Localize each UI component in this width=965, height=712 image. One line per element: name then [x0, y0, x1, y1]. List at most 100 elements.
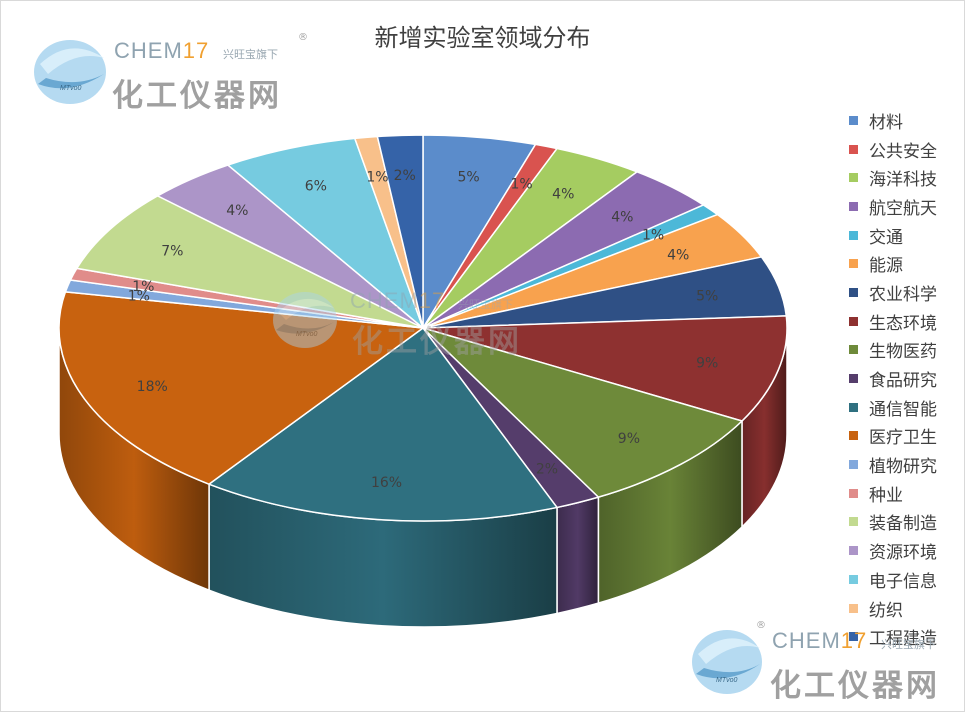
pie-slice-生物医药 [422, 327, 743, 498]
data-label-能源: 4% [667, 248, 689, 264]
pie-slice-通信智能 [208, 327, 558, 522]
legend-swatch [849, 632, 858, 642]
watermark-tagline: 兴旺宝旗下 [223, 48, 278, 61]
watermark-top-left: MTvo0 CHEM17 兴旺宝旗下 ® 化工仪器网 [30, 32, 320, 114]
watermark-name: 化工仪器网 [352, 324, 522, 360]
legend-label: 通信智能 [869, 399, 937, 420]
data-label-材料: 5% [457, 170, 479, 186]
legend-label: 农业科学 [869, 284, 937, 305]
legend-item: 公共安全 [849, 135, 937, 164]
legend-swatch [849, 144, 858, 154]
legend-swatch [849, 259, 858, 269]
watermark-tagline: 兴旺宝旗下 [881, 638, 936, 651]
legend-swatch [849, 230, 858, 240]
legend-label: 交通 [869, 227, 903, 248]
watermark-name: 化工仪器网 [112, 78, 282, 114]
legend-swatch [849, 115, 858, 125]
data-label-食品研究: 2% [536, 462, 558, 478]
data-label-通信智能: 16% [371, 475, 402, 491]
legend-label: 材料 [869, 112, 903, 133]
pie-tops [58, 134, 788, 522]
legend-label: 能源 [869, 256, 903, 277]
data-label-电子信息: 6% [305, 178, 327, 194]
legend-item: 材料 [849, 106, 937, 135]
pie-labels: 5% 1%4%4%1%4%5%9%9%2%16%18%1%1%7%4%6%1% 2% [128, 168, 719, 491]
legend-item: 航空航天 [849, 192, 937, 221]
legend-label: 工程建造 [869, 629, 937, 650]
pie-slice-装备制造 [76, 195, 424, 329]
watermark-logo-icon: MTvo0 [692, 630, 762, 694]
legend-swatch [849, 173, 858, 183]
data-label-工程建造: 2% [394, 168, 416, 184]
legend-item: 交通 [849, 221, 937, 250]
legend-swatch [849, 345, 858, 355]
legend-label: 纺织 [869, 600, 903, 621]
watermark-tagline: 兴旺宝旗下 [458, 298, 513, 311]
watermark-registered-mark: ® [298, 32, 308, 43]
legend-item: 装备制造 [849, 508, 937, 537]
svg-text:MTvo0: MTvo0 [296, 331, 318, 338]
data-label-植物研究: 1% [128, 288, 150, 304]
legend-label: 资源环境 [869, 543, 937, 564]
legend-item: 资源环境 [849, 536, 937, 565]
legend-label: 电子信息 [869, 571, 937, 592]
legend-label: 公共安全 [869, 141, 937, 162]
data-label-生态环境: 9% [696, 356, 718, 372]
chart-legend: 材料 公共安全 海洋科技 航空航天 交通 能源 农业科学 生态环境 生物医药 食品研究 通信智能 医疗… [849, 106, 937, 651]
data-label-公共安全: 1% [511, 177, 533, 193]
data-label-海洋科技: 4% [552, 187, 574, 203]
data-label-装备制造: 7% [161, 243, 183, 259]
legend-label: 生态环境 [869, 313, 937, 334]
legend-swatch [849, 574, 858, 584]
watermark-registered-mark: ® [756, 620, 766, 631]
pie-side-食品研究 [556, 496, 600, 615]
legend-item: 电子信息 [849, 565, 937, 594]
watermark-center: MTvo0 CHEM17 兴旺宝旗下 化工仪器网 [270, 286, 560, 366]
legend-item: 海洋科技 [849, 163, 937, 192]
watermark-bottom-right: MTvo0 CHEM17 兴旺宝旗下 ® 化工仪器网 [688, 620, 963, 704]
svg-text:MTvo0: MTvo0 [60, 85, 82, 92]
data-label-资源环境: 4% [226, 203, 248, 219]
pie-slice-电子信息 [227, 137, 424, 329]
pie-slice-医疗卫生 [58, 291, 424, 485]
data-label-纺织: 1% [366, 170, 388, 186]
data-label-交通: 1% [642, 227, 664, 243]
legend-item: 食品研究 [849, 364, 937, 393]
legend-item: 农业科学 [849, 278, 937, 307]
watermark-brand: CHEM17 [772, 628, 868, 653]
data-label-种业: 1% [132, 279, 154, 295]
legend-swatch [849, 488, 858, 498]
legend-swatch [849, 316, 858, 326]
legend-swatch [849, 287, 858, 297]
watermark-logo-icon: MTvo0 [273, 292, 337, 348]
legend-swatch [849, 603, 858, 613]
legend-label: 食品研究 [869, 371, 937, 392]
legend-label: 海洋科技 [869, 170, 937, 191]
pie-slice-工程建造 [376, 134, 424, 329]
legend-label: 种业 [869, 485, 903, 506]
legend-item: 种业 [849, 479, 937, 508]
legend-swatch [849, 201, 858, 211]
legend-item: 能源 [849, 249, 937, 278]
legend-label: 航空航天 [869, 198, 937, 219]
legend-swatch [849, 402, 858, 412]
pie-slice-生态环境 [422, 315, 788, 422]
legend-label: 装备制造 [869, 514, 937, 535]
legend-swatch [849, 374, 858, 384]
data-label-农业科学: 5% [696, 288, 718, 304]
legend-item: 生物医药 [849, 336, 937, 365]
watermark-logo-icon: MTvo0 [34, 40, 106, 104]
legend-swatch [849, 431, 858, 441]
legend-label: 植物研究 [869, 457, 937, 478]
data-label-医疗卫生: 18% [137, 379, 168, 395]
legend-label: 生物医药 [869, 342, 937, 363]
svg-text:MTvo0: MTvo0 [716, 677, 738, 684]
legend-item: 工程建造 [849, 622, 937, 651]
legend-swatch [849, 517, 858, 527]
legend-swatch [849, 546, 858, 556]
legend-item: 纺织 [849, 594, 937, 623]
data-label-生物医药: 9% [618, 431, 640, 447]
legend-item: 通信智能 [849, 393, 937, 422]
